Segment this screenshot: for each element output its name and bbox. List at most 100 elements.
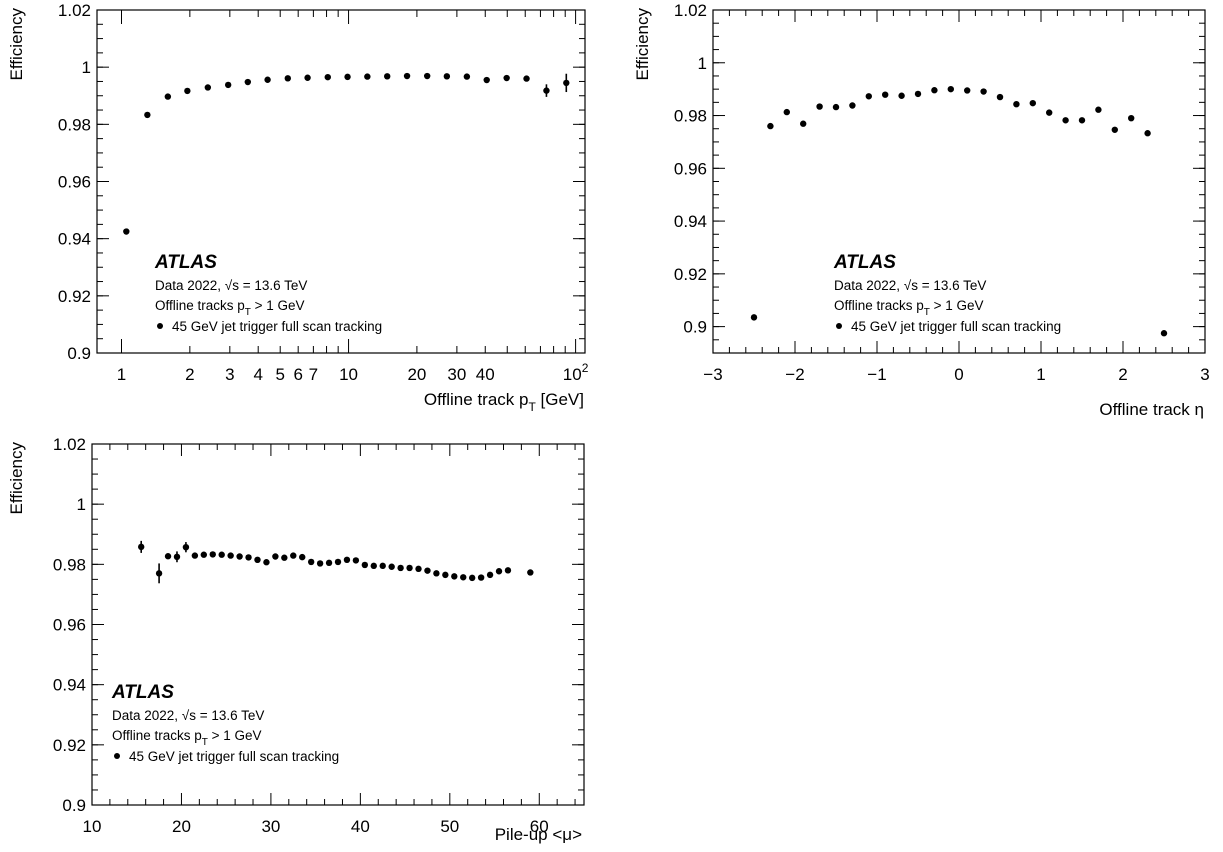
x-tick-label: 1 xyxy=(117,365,126,384)
atlas-label: ATLAS xyxy=(154,252,217,273)
data-point xyxy=(236,553,243,560)
x-tick-label: −3 xyxy=(703,365,722,384)
x-axis-label-subscript: T xyxy=(528,400,536,414)
data-point xyxy=(245,554,252,561)
y-tick-label: 1 xyxy=(698,54,707,73)
x-tick-label-text: 0 xyxy=(954,365,963,384)
data-point xyxy=(527,569,534,576)
y-tick-label: 1.02 xyxy=(58,1,91,20)
data-point xyxy=(486,571,494,579)
data-point xyxy=(144,111,151,119)
chart-panel-mu: 0.9 0.92 0.94 0.96 0.98 1 1.02 10 20 30 40 50 60 Effi… xyxy=(7,435,585,844)
track-selection-label: Offline tracks pT > 1 GeV xyxy=(112,728,262,748)
data-point xyxy=(316,560,324,567)
y-tick-label: 0.92 xyxy=(58,287,91,306)
data-point xyxy=(264,76,271,83)
x-tick-label-text: 50 xyxy=(440,817,459,836)
x-tick-label-text: −3 xyxy=(703,365,722,384)
x-tick-label: 102 xyxy=(563,361,589,384)
x-tick-label: 2 xyxy=(1118,365,1127,384)
data-point xyxy=(423,72,431,80)
x-tick-label: 20 xyxy=(407,365,426,384)
data-point xyxy=(324,73,331,81)
data-point xyxy=(442,571,449,579)
track-selection-label: Offline tracks pT > 1 GeV xyxy=(155,298,305,318)
x-tick-label: 40 xyxy=(351,817,370,836)
x-tick-label: −2 xyxy=(785,365,804,384)
y-tick-label: 0.9 xyxy=(683,318,707,337)
data-point xyxy=(980,88,987,95)
data-point xyxy=(460,574,467,581)
y-tick-label: 0.94 xyxy=(58,230,91,249)
y-tick-label: 0.98 xyxy=(674,107,707,126)
data-info-label: Data 2022, √s = 13.6 TeV xyxy=(834,278,986,293)
data-point xyxy=(477,574,485,581)
data-point xyxy=(204,84,212,91)
data-point xyxy=(1029,99,1037,107)
data-point xyxy=(263,559,270,566)
y-tick-label: 0.9 xyxy=(62,796,86,815)
x-tick-label: 6 xyxy=(293,365,302,384)
data-point xyxy=(783,108,790,116)
x-tick-label: 4 xyxy=(253,365,262,384)
x-tick-label-text: 20 xyxy=(407,365,426,384)
track-selection-label: Offline tracks pT > 1 GeV xyxy=(834,298,984,318)
y-tick-label: 1 xyxy=(77,495,86,514)
data-point xyxy=(281,554,288,561)
data-point xyxy=(1078,117,1086,124)
data-point xyxy=(304,74,311,81)
data-point xyxy=(931,87,938,94)
x-tick-label-text: 7 xyxy=(309,365,318,384)
data-point xyxy=(563,79,570,87)
x-tick-label-text: 1 xyxy=(1036,365,1045,384)
data-point xyxy=(307,558,315,566)
data-point xyxy=(964,87,971,94)
x-tick-label-text: 20 xyxy=(172,817,191,836)
data-point xyxy=(403,72,411,80)
x-tick-label: 3 xyxy=(225,365,234,384)
data-point xyxy=(370,562,377,570)
data-point xyxy=(996,93,1004,101)
y-axis-label: Efficiency xyxy=(7,442,26,515)
data-point xyxy=(483,76,490,84)
legend-marker xyxy=(157,323,163,329)
y-tick-label: 1 xyxy=(82,58,91,77)
y-tick-label: 0.96 xyxy=(58,173,91,192)
data-point xyxy=(463,73,471,80)
track-selection-prefix: Offline tracks p xyxy=(112,728,202,743)
data-point xyxy=(299,553,306,561)
y-axis-label: Efficiency xyxy=(633,8,652,81)
data-point xyxy=(352,557,360,564)
x-tick-label-text: 3 xyxy=(1200,365,1209,384)
x-tick-label: 10 xyxy=(339,365,358,384)
data-point xyxy=(443,73,451,80)
x-tick-label: 10 xyxy=(83,817,102,836)
data-point xyxy=(865,93,872,100)
x-tick-label: 3 xyxy=(1200,365,1209,384)
data-point xyxy=(468,574,476,582)
data-point xyxy=(816,103,823,110)
x-axis-label-suffix: [GeV] xyxy=(536,390,584,409)
data-point xyxy=(184,87,191,95)
x-axis-label: Offline track η xyxy=(1099,400,1204,419)
x-tick-label: 40 xyxy=(476,365,495,384)
atlas-label: ATLAS xyxy=(833,252,896,273)
y-tick-label: 1.02 xyxy=(53,435,86,454)
data-point xyxy=(200,551,208,558)
x-tick-label-text: 10 xyxy=(563,365,582,384)
x-tick-label-text: 40 xyxy=(351,817,370,836)
data-point xyxy=(290,552,297,559)
data-point xyxy=(1046,109,1053,116)
data-point xyxy=(397,564,404,572)
data-point xyxy=(800,120,807,127)
track-selection-suffix: > 1 GeV xyxy=(251,298,305,313)
data-point xyxy=(164,553,172,560)
x-tick-label: 30 xyxy=(447,365,466,384)
data-point xyxy=(364,73,371,80)
data-point xyxy=(495,568,503,575)
track-selection-suffix: > 1 GeV xyxy=(208,728,262,743)
data-point xyxy=(750,314,758,321)
x-tick-label-text: −2 xyxy=(785,365,804,384)
data-point xyxy=(1062,117,1069,124)
data-point xyxy=(227,552,234,559)
